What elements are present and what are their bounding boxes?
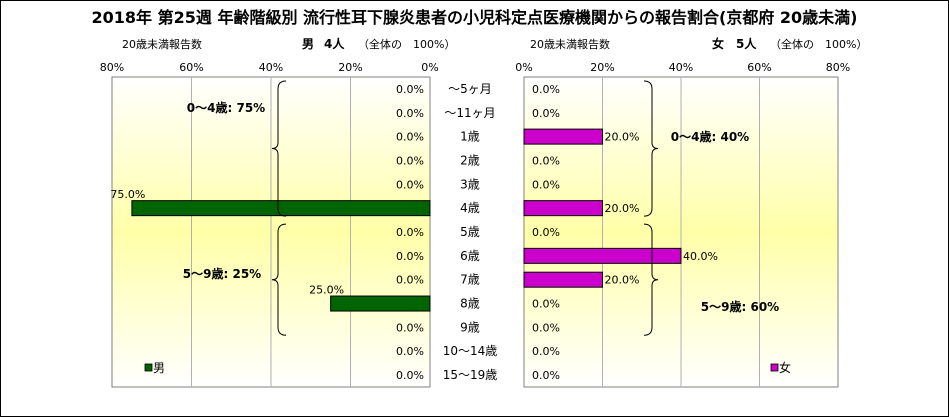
- right-tick-label: 20%: [590, 61, 614, 74]
- male-bar: [131, 200, 431, 217]
- male-data-label: 75.0%: [110, 188, 145, 201]
- male-data-label: 0.0%: [396, 369, 424, 382]
- male-group-label: 0～4歳: 75%: [187, 100, 265, 115]
- male-data-label: 0.0%: [396, 345, 424, 358]
- male-legend-label: 男: [153, 361, 165, 375]
- male-legend-swatch: [144, 363, 153, 372]
- female-group-label: 0～4歳: 40%: [671, 129, 749, 144]
- category-label: 4歳: [460, 201, 480, 215]
- male-data-label: 0.0%: [396, 274, 424, 287]
- category-label: 10～14歳: [443, 344, 498, 358]
- male-data-label: 25.0%: [309, 284, 344, 297]
- female-group-brace: [643, 223, 659, 336]
- right-summary-total: （全体の 100%）: [770, 38, 868, 51]
- right-summary-count: 5人: [736, 37, 757, 51]
- female-data-label: 20.0%: [605, 274, 640, 287]
- female-group-brace: [643, 80, 659, 217]
- right-tick-label: 0%: [515, 61, 532, 74]
- category-label: ～5ヶ月: [448, 82, 492, 96]
- female-data-label: 0.0%: [532, 321, 560, 334]
- left-tick-label: 40%: [259, 61, 283, 74]
- left-axis-label: 20歳未満報告数: [122, 38, 202, 51]
- male-data-label: 0.0%: [396, 321, 424, 334]
- female-data-label: 0.0%: [532, 298, 560, 311]
- right-axis-label: 20歳未満報告数: [530, 38, 610, 51]
- female-bar: [523, 200, 603, 217]
- female-bar: [523, 128, 603, 145]
- male-data-label: 0.0%: [396, 226, 424, 239]
- female-data-label: 0.0%: [532, 107, 560, 120]
- category-label: ～11ヶ月: [444, 106, 495, 120]
- chart-title: 2018年 第25週 年齢階級別 流行性耳下腺炎患者の小児科定点医療機関からの報…: [91, 8, 858, 27]
- category-label: 6歳: [460, 249, 480, 263]
- male-data-label: 0.0%: [396, 131, 424, 144]
- male-data-label: 0.0%: [396, 250, 424, 263]
- category-label: 5歳: [460, 225, 480, 239]
- female-data-label: 20.0%: [605, 131, 640, 144]
- male-data-label: 0.0%: [396, 178, 424, 191]
- category-label: 3歳: [460, 177, 480, 191]
- female-data-label: 0.0%: [532, 345, 560, 358]
- left-summary-sex: 男: [302, 37, 315, 51]
- right-tick-label: 60%: [747, 61, 771, 74]
- left-summary-count: 4人: [324, 37, 345, 51]
- category-label: 9歳: [460, 320, 480, 334]
- male-data-label: 0.0%: [396, 107, 424, 120]
- female-group-label: 5～9歳: 60%: [701, 299, 779, 314]
- left-tick-label: 80%: [100, 61, 124, 74]
- female-data-label: 0.0%: [532, 178, 560, 191]
- male-group-brace: [271, 80, 287, 217]
- male-data-label: 0.0%: [396, 83, 424, 96]
- female-bar: [523, 247, 682, 264]
- left-tick-label: 60%: [179, 61, 203, 74]
- male-group-brace: [271, 223, 287, 336]
- female-data-label: 0.0%: [532, 83, 560, 96]
- male-bar: [330, 295, 431, 312]
- left-tick-label: 20%: [338, 61, 362, 74]
- male-group-label: 5～9歳: 25%: [183, 266, 261, 281]
- category-label: 8歳: [460, 297, 480, 311]
- left-tick-label: 0%: [421, 61, 438, 74]
- female-legend-label: 女: [779, 360, 791, 375]
- right-tick-label: 80%: [826, 61, 850, 74]
- female-data-label: 0.0%: [532, 154, 560, 167]
- female-legend-swatch: [770, 363, 779, 372]
- category-label: 1歳: [460, 130, 480, 144]
- male-data-label: 0.0%: [396, 154, 424, 167]
- right-tick-label: 40%: [669, 61, 693, 74]
- category-label: 2歳: [460, 153, 480, 167]
- female-data-label: 0.0%: [532, 369, 560, 382]
- female-data-label: 20.0%: [605, 202, 640, 215]
- category-label: 7歳: [460, 273, 480, 287]
- right-summary-sex: 女: [712, 37, 725, 51]
- female-bar: [523, 271, 603, 288]
- female-data-label: 0.0%: [532, 226, 560, 239]
- left-summary-total: （全体の 100%）: [358, 38, 456, 51]
- category-label: 15～19歳: [443, 368, 498, 382]
- female-data-label: 40.0%: [683, 250, 718, 263]
